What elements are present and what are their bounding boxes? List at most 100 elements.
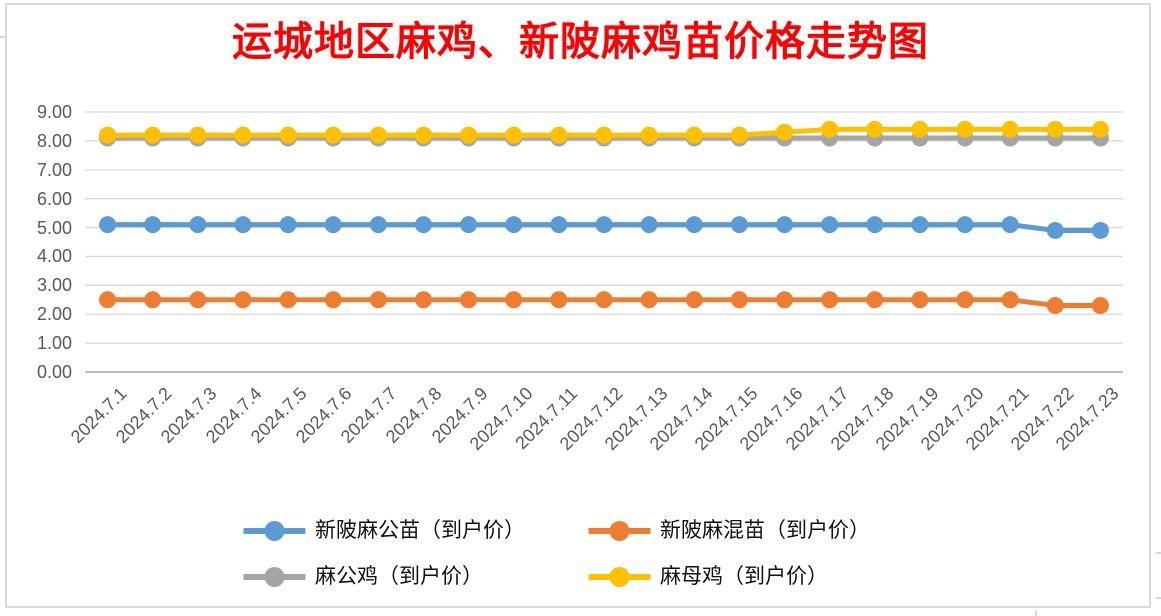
legend-label: 麻母鸡（到户价） [660, 564, 828, 589]
data-point-marker [369, 216, 387, 234]
spreadsheet-gridline-stub [1156, 597, 1161, 599]
legend-item-mamuji: 麻母鸡（到户价） [588, 558, 918, 596]
legend-line-marker-icon [588, 521, 650, 541]
data-point-marker [550, 291, 568, 309]
data-point-marker [144, 291, 162, 309]
data-point-marker [911, 120, 929, 138]
data-point-marker [821, 120, 839, 138]
data-point-marker [1046, 120, 1064, 138]
chart-legend: 新陂麻公苗（到户价） 新陂麻混苗（到户价） 麻公鸡（到户价） 麻母鸡（到户价） [243, 512, 918, 596]
data-point-marker [1046, 297, 1064, 315]
legend-item-xinpima-gongmiao: 新陂麻公苗（到户价） [243, 512, 588, 550]
y-axis-tick-label: 5.00 [36, 217, 72, 238]
legend-label: 麻公鸡（到户价） [315, 564, 483, 589]
data-point-marker [1001, 291, 1019, 309]
data-point-marker [956, 291, 974, 309]
data-point-marker [730, 216, 748, 234]
legend-item-xinpima-hunmiao: 新陂麻混苗（到户价） [588, 512, 918, 550]
legend-line-marker-icon [243, 521, 305, 541]
series-line-3 [99, 120, 1109, 144]
data-point-marker [414, 291, 432, 309]
data-point-marker [866, 291, 884, 309]
data-point-marker [685, 216, 703, 234]
data-point-marker [640, 216, 658, 234]
spreadsheet-gridline-stub [1035, 610, 1037, 616]
data-point-marker [1091, 297, 1109, 315]
y-axis-tick-label: 2.00 [36, 304, 72, 325]
data-point-marker [99, 216, 117, 234]
data-point-marker [144, 216, 162, 234]
data-point-marker [234, 126, 252, 144]
data-point-marker [460, 291, 478, 309]
y-axis-tick-label: 1.00 [36, 333, 72, 354]
spreadsheet-gridline-stub [0, 36, 5, 38]
chart-title: 运城地区麻鸡、新陂麻鸡苗价格走势图 [232, 19, 929, 64]
data-point-marker [189, 126, 207, 144]
data-point-marker [911, 216, 929, 234]
data-point-marker [369, 291, 387, 309]
data-point-marker [324, 291, 342, 309]
data-point-marker [414, 126, 432, 144]
data-point-marker [1046, 221, 1064, 239]
legend-item-magongji: 麻公鸡（到户价） [243, 558, 588, 596]
y-axis-tick-label: 6.00 [36, 188, 72, 209]
data-point-marker [234, 291, 252, 309]
data-point-marker [505, 291, 523, 309]
data-point-marker [1001, 120, 1019, 138]
data-point-marker [866, 216, 884, 234]
data-point-marker [279, 216, 297, 234]
data-point-marker [595, 126, 613, 144]
data-point-marker [460, 126, 478, 144]
data-point-marker [460, 216, 478, 234]
data-point-marker [911, 291, 929, 309]
data-point-marker [99, 126, 117, 144]
data-point-marker [730, 291, 748, 309]
data-point-marker [189, 216, 207, 234]
y-axis-tick-label: 3.00 [36, 275, 72, 296]
data-point-marker [279, 126, 297, 144]
data-point-marker [956, 120, 974, 138]
y-axis-tick-label: 8.00 [36, 130, 72, 151]
y-axis-tick-label: 0.00 [36, 362, 72, 382]
data-point-marker [1091, 221, 1109, 239]
data-point-marker [821, 216, 839, 234]
data-point-marker [234, 216, 252, 234]
data-point-marker [369, 126, 387, 144]
data-point-marker [550, 126, 568, 144]
data-point-marker [1091, 120, 1109, 138]
data-point-marker [821, 291, 839, 309]
data-point-marker [324, 216, 342, 234]
data-point-marker [685, 291, 703, 309]
data-point-marker [595, 291, 613, 309]
legend-line-marker-icon [588, 567, 650, 587]
data-point-marker [956, 216, 974, 234]
series-line-0 [99, 216, 1109, 239]
data-point-marker [776, 123, 794, 141]
data-point-marker [685, 126, 703, 144]
spreadsheet-gridline-stub [1156, 552, 1161, 554]
data-point-marker [144, 126, 162, 144]
data-point-marker [640, 291, 658, 309]
data-point-marker [505, 216, 523, 234]
data-point-marker [99, 291, 117, 309]
legend-label: 新陂麻混苗（到户价） [660, 518, 870, 543]
data-point-marker [595, 216, 613, 234]
data-point-marker [1001, 216, 1019, 234]
data-point-marker [640, 126, 658, 144]
y-axis-tick-label: 4.00 [36, 246, 72, 267]
data-point-marker [776, 216, 794, 234]
legend-line-marker-icon [243, 567, 305, 587]
y-axis-tick-label: 9.00 [36, 102, 72, 122]
series-line-1 [99, 291, 1109, 315]
data-point-marker [730, 126, 748, 144]
legend-label: 新陂麻公苗（到户价） [315, 518, 525, 543]
data-point-marker [189, 291, 207, 309]
data-point-marker [324, 126, 342, 144]
data-point-marker [866, 120, 884, 138]
data-point-marker [505, 126, 523, 144]
data-point-marker [550, 216, 568, 234]
data-point-marker [279, 291, 297, 309]
data-point-marker [776, 291, 794, 309]
data-point-marker [414, 216, 432, 234]
